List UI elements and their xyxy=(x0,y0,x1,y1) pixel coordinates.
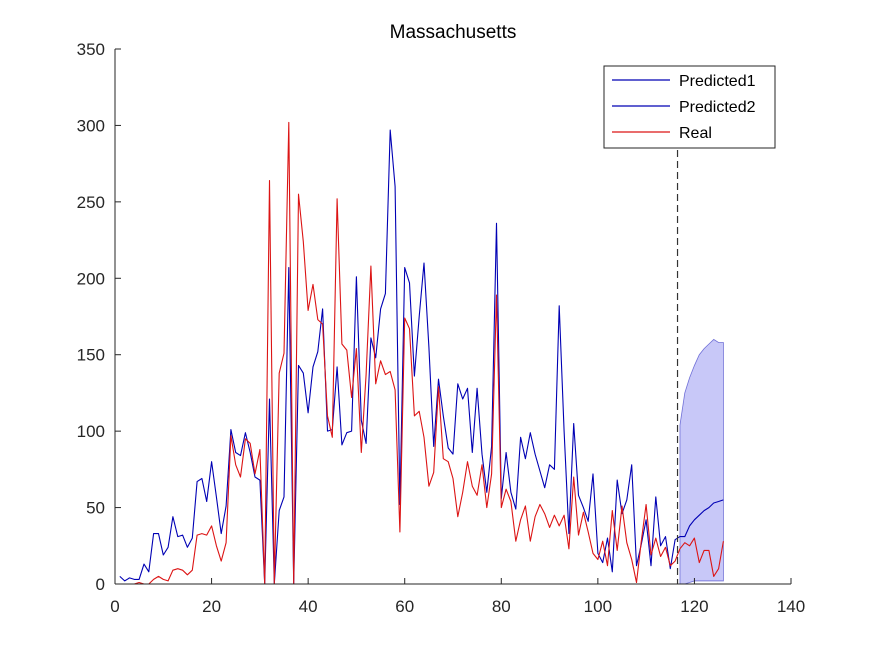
y-tick-label-300: 300 xyxy=(77,116,105,135)
y-tick-label-150: 150 xyxy=(77,346,105,365)
x-tick-label-40: 40 xyxy=(299,597,318,616)
x-tick-label-0: 0 xyxy=(110,597,119,616)
y-tick-label-0: 0 xyxy=(96,575,105,594)
legend-label-predicted2: Predicted2 xyxy=(679,99,756,116)
x-tick-label-100: 100 xyxy=(584,597,612,616)
band-layer xyxy=(679,338,724,585)
x-tick-label-120: 120 xyxy=(680,597,708,616)
y-tick-label-200: 200 xyxy=(77,269,105,288)
series-line-real xyxy=(119,121,724,585)
axes-layer: 0 50 100 150 200 250 300 350 0 20 40 60 80 100 120 140 xyxy=(77,40,806,616)
x-tick-label-80: 80 xyxy=(492,597,511,616)
y-tick-label-250: 250 xyxy=(77,193,105,212)
legend-label-predicted1: Predicted1 xyxy=(679,73,756,90)
chart-title: Massachusetts xyxy=(390,22,517,43)
predicted2-band xyxy=(679,338,724,585)
y-tick-label-350: 350 xyxy=(77,40,105,59)
y-tick-label-100: 100 xyxy=(77,422,105,441)
series-layer xyxy=(119,121,724,585)
y-tick-label-50: 50 xyxy=(86,499,105,518)
x-tick-label-60: 60 xyxy=(395,597,414,616)
legend-label-real: Real xyxy=(679,125,712,142)
x-tick-label-140: 140 xyxy=(777,597,805,616)
legend: Predicted1 Predicted2 Real xyxy=(603,65,776,149)
x-tick-label-20: 20 xyxy=(202,597,221,616)
